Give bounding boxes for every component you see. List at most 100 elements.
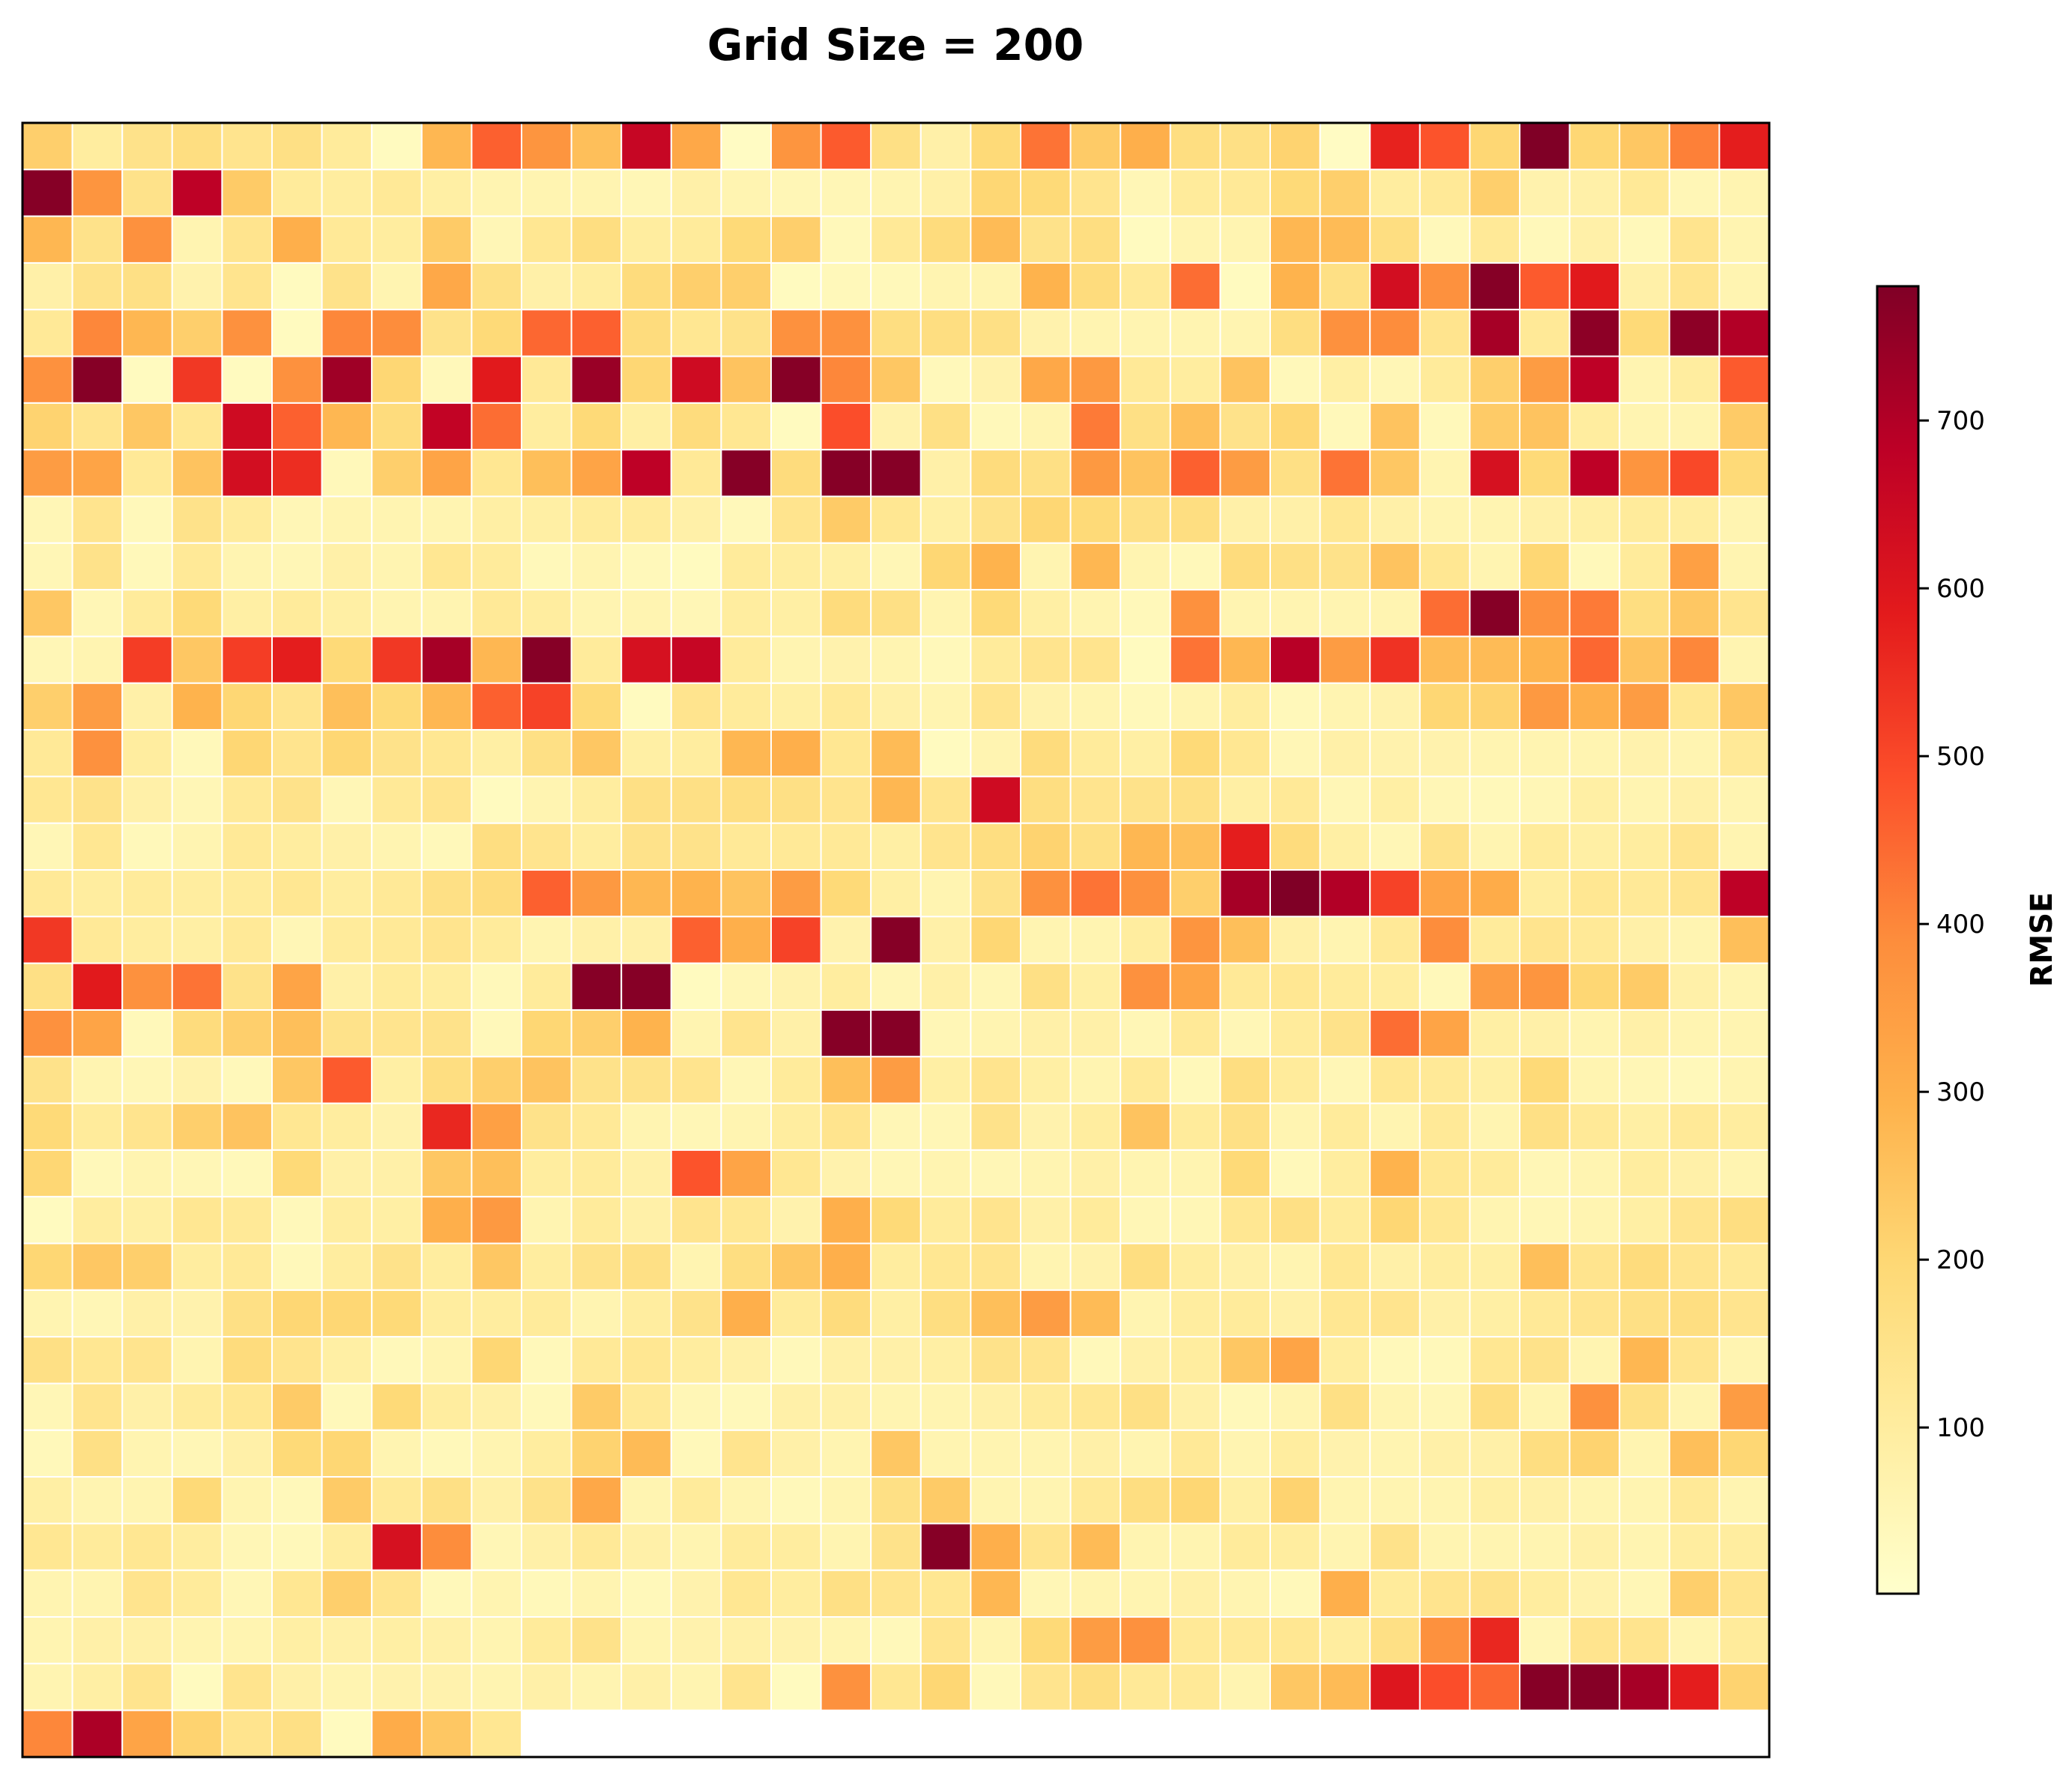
heatmap-cell	[71, 822, 124, 871]
heatmap-cell	[221, 869, 273, 918]
heatmap-cell	[1619, 169, 1670, 217]
colorbar-tick-label: 100	[1936, 1413, 1985, 1443]
heatmap-cell	[620, 1056, 672, 1104]
heatmap-cell	[620, 1289, 672, 1338]
heatmap-cell	[1020, 729, 1072, 778]
heatmap-cell	[121, 775, 173, 824]
heatmap-cell	[1120, 355, 1171, 404]
heatmap-cell	[1020, 449, 1072, 498]
heatmap-cell	[1419, 1149, 1471, 1198]
heatmap-cell	[221, 1476, 273, 1525]
heatmap-cell	[870, 215, 922, 264]
heatmap-cell	[22, 962, 73, 1011]
heatmap-cell	[171, 402, 223, 451]
heatmap-cell	[171, 1476, 223, 1525]
heatmap-cell	[321, 1102, 373, 1151]
heatmap-cell	[770, 215, 822, 264]
heatmap-cell	[1069, 1196, 1122, 1245]
heatmap-cell	[1619, 449, 1670, 498]
heatmap-cell	[521, 495, 573, 544]
heatmap-cell	[420, 1102, 473, 1151]
heatmap-cell	[171, 261, 223, 311]
heatmap-cell	[121, 309, 173, 357]
heatmap-cell	[570, 1569, 623, 1618]
heatmap-cell	[1169, 355, 1221, 404]
heatmap-cell	[620, 169, 672, 217]
heatmap-cell	[1619, 1569, 1670, 1618]
heatmap-cell	[1419, 495, 1471, 544]
heatmap-cell	[1069, 635, 1122, 684]
heatmap-cell	[1020, 1616, 1072, 1665]
heatmap-cell	[570, 1616, 623, 1665]
heatmap-cell	[371, 169, 423, 217]
heatmap-cell	[1519, 1523, 1571, 1571]
heatmap-cell	[171, 542, 223, 591]
heatmap-cell	[1369, 1102, 1421, 1151]
heatmap-cell	[720, 1102, 773, 1151]
heatmap-cell	[620, 775, 672, 824]
heatmap-cell	[570, 355, 623, 404]
heatmap-cell	[1369, 1056, 1421, 1104]
heatmap-cell	[1668, 1616, 1721, 1665]
heatmap-cell	[221, 122, 273, 171]
heatmap-cell	[1069, 495, 1122, 544]
heatmap-cell	[670, 822, 722, 871]
heatmap-cell	[121, 1382, 173, 1431]
heatmap-cell	[471, 1009, 523, 1058]
heatmap-cell	[1369, 635, 1421, 684]
heatmap-cell	[271, 1382, 323, 1431]
heatmap-cell	[919, 822, 972, 871]
heatmap-cell	[221, 1289, 273, 1338]
heatmap-cell	[471, 1429, 523, 1478]
heatmap-cell	[1469, 1382, 1521, 1431]
heatmap-cell	[271, 1523, 323, 1571]
heatmap-cell	[1269, 1149, 1321, 1198]
heatmap-cell	[1069, 1149, 1122, 1198]
heatmap-cell	[770, 729, 822, 778]
heatmap-cell	[620, 1242, 672, 1291]
heatmap-cell	[670, 962, 722, 1011]
heatmap-cell	[870, 1336, 922, 1385]
heatmap-cell	[1269, 309, 1321, 357]
heatmap-cell	[970, 402, 1022, 451]
heatmap-cell	[1419, 1289, 1471, 1338]
heatmap-cell	[420, 1476, 473, 1525]
heatmap-cell	[1519, 402, 1571, 451]
heatmap-cell	[1369, 729, 1421, 778]
heatmap-cell	[919, 495, 972, 544]
heatmap-cell	[919, 1149, 972, 1198]
heatmap-cell	[919, 962, 972, 1011]
heatmap-cell	[820, 402, 872, 451]
heatmap-cell	[820, 169, 872, 217]
heatmap-cell	[919, 1336, 972, 1385]
colorbar-tick-label: 300	[1936, 1077, 1985, 1107]
heatmap-cell	[1469, 355, 1521, 404]
heatmap-cell	[171, 822, 223, 871]
heatmap-cell	[1219, 1569, 1272, 1618]
heatmap-cell	[271, 1196, 323, 1245]
heatmap-cell	[1668, 355, 1721, 404]
heatmap-cell	[1668, 1289, 1721, 1338]
heatmap-cell	[471, 775, 523, 824]
heatmap-cell	[521, 542, 573, 591]
heatmap-cell	[820, 1429, 872, 1478]
heatmap-cell	[1619, 1196, 1670, 1245]
heatmap-cell	[1519, 1663, 1571, 1711]
heatmap-cell	[970, 1382, 1022, 1431]
heatmap-cell	[371, 261, 423, 311]
heatmap-cell	[221, 589, 273, 638]
heatmap-cell	[1319, 402, 1371, 451]
heatmap-cell	[321, 682, 373, 731]
heatmap-cell	[1419, 449, 1471, 498]
heatmap-cell	[1568, 495, 1621, 544]
heatmap-cell	[820, 589, 872, 638]
heatmap-cell	[1069, 729, 1122, 778]
heatmap-cell	[420, 1149, 473, 1198]
heatmap-cell	[471, 869, 523, 918]
heatmap-cell	[171, 355, 223, 404]
heatmap-cell	[919, 869, 972, 918]
heatmap-cell	[870, 869, 922, 918]
heatmap-cell	[1169, 169, 1221, 217]
heatmap-cell	[1120, 261, 1171, 311]
heatmap-cell	[71, 402, 124, 451]
